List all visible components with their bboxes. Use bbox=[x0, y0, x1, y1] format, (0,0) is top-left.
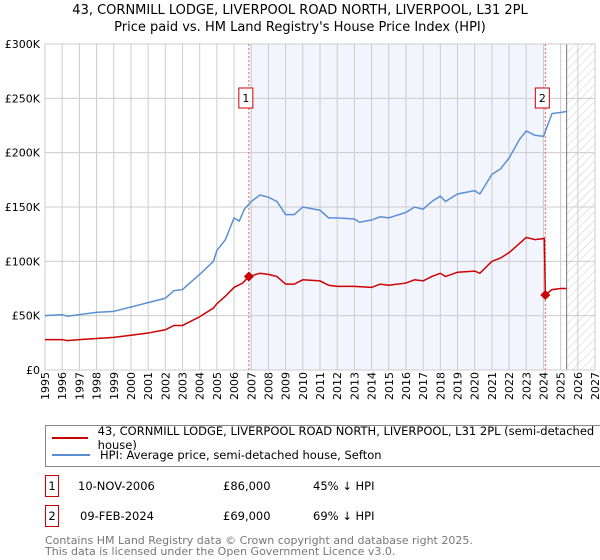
x-tick-label: 2009 bbox=[280, 372, 293, 400]
x-tick-label: 2016 bbox=[400, 372, 413, 400]
transaction-price: £86,000 bbox=[223, 479, 271, 493]
x-tick-label: 2013 bbox=[348, 372, 361, 400]
x-tick-label: 2005 bbox=[211, 372, 224, 400]
x-tick-label: 2025 bbox=[555, 372, 568, 400]
x-tick-label: 2007 bbox=[245, 372, 258, 400]
x-tick-label: 2021 bbox=[486, 372, 499, 400]
y-tick-label: £100K bbox=[5, 255, 41, 268]
sale-label-box bbox=[238, 87, 254, 109]
transaction-row: 2 09-FEB-2024 £69,000 69% ↓ HPI bbox=[45, 505, 545, 527]
transaction-hpi-diff: 45% ↓ HPI bbox=[313, 479, 375, 493]
x-tick-label: 2015 bbox=[383, 372, 396, 400]
transaction-price: £69,000 bbox=[223, 509, 271, 523]
transaction-row: 1 10-NOV-2006 £86,000 45% ↓ HPI bbox=[45, 475, 545, 497]
x-tick-label: 1997 bbox=[73, 372, 86, 400]
x-tick-label: 2018 bbox=[434, 372, 447, 400]
x-tick-label: 2017 bbox=[417, 372, 430, 400]
price-chart: 1995 1996 1997 1998 1999 2000 2001 2002 2003 2004… bbox=[5, 38, 600, 400]
x-tick-label: 2020 bbox=[469, 372, 482, 400]
y-tick-label: £150K bbox=[5, 201, 41, 214]
footer: Contains HM Land Registry data © Crown c… bbox=[45, 535, 473, 557]
x-tick-label: 2012 bbox=[331, 372, 344, 400]
x-tick-label: 2008 bbox=[262, 372, 275, 400]
x-tick-label: 2019 bbox=[452, 372, 465, 400]
x-tick-label: 2027 bbox=[589, 372, 600, 400]
y-tick-label: £200K bbox=[5, 147, 41, 160]
x-tick-label: 2023 bbox=[520, 372, 533, 400]
x-tick-label: 2003 bbox=[177, 372, 190, 400]
x-tick-label: 2011 bbox=[314, 372, 327, 400]
red-line-swatch bbox=[52, 437, 88, 439]
property-price-line bbox=[45, 236, 567, 342]
x-tick-label: 2026 bbox=[572, 372, 585, 400]
y-tick-label: £0 bbox=[26, 364, 40, 377]
sale-label: 2 bbox=[539, 92, 546, 105]
legend-item-property: 43, CORNMILL LODGE, LIVERPOOL ROAD NORTH… bbox=[52, 424, 600, 452]
transaction-badge: 1 bbox=[45, 475, 59, 497]
hpi-line bbox=[44, 110, 567, 317]
footer-line: This data is licensed under the Open Gov… bbox=[45, 545, 396, 558]
chart-title: 43, CORNMILL LODGE, LIVERPOOL ROAD NORTH… bbox=[72, 3, 528, 18]
x-tick-label: 1998 bbox=[91, 372, 104, 400]
y-tick-label: £50K bbox=[12, 310, 41, 323]
x-tick-label: 2000 bbox=[125, 372, 138, 400]
chart-subtitle: Price paid vs. HM Land Registry's House … bbox=[114, 20, 486, 35]
footer-line: Contains HM Land Registry data © Crown c… bbox=[45, 534, 473, 547]
legend-label-hpi: HPI: Average price, semi-detached house,… bbox=[100, 448, 382, 462]
legend-label-property: 43, CORNMILL LODGE, LIVERPOOL ROAD NORTH… bbox=[97, 424, 595, 452]
sale-point-marker bbox=[243, 271, 254, 282]
x-tick-label: 2001 bbox=[142, 372, 155, 400]
x-tick-label: 2004 bbox=[194, 372, 207, 400]
y-tick-label: £250K bbox=[5, 92, 41, 105]
transaction-date: 09-FEB-2024 bbox=[80, 509, 154, 523]
sale-point-marker bbox=[540, 290, 551, 301]
x-tick-label: 2006 bbox=[228, 372, 241, 400]
x-tick-label: 2010 bbox=[297, 372, 310, 400]
x-tick-label: 1999 bbox=[108, 372, 121, 400]
blue-line-swatch bbox=[52, 454, 90, 456]
legend-item-hpi: HPI: Average price, semi-detached house,… bbox=[52, 447, 382, 463]
x-tick-label: 2024 bbox=[537, 372, 550, 400]
x-tick-label: 1995 bbox=[39, 372, 52, 400]
plot-border bbox=[44, 43, 596, 371]
sale-label-box bbox=[534, 87, 550, 109]
transaction-badge: 2 bbox=[45, 505, 59, 527]
transaction-hpi-diff: 69% ↓ HPI bbox=[313, 509, 375, 523]
transaction-date: 10-NOV-2006 bbox=[78, 479, 155, 493]
x-tick-label: 2014 bbox=[366, 372, 379, 400]
y-tick-label: £300K bbox=[5, 38, 41, 51]
x-tick-label: 1996 bbox=[56, 372, 69, 400]
sale-label: 1 bbox=[242, 92, 249, 105]
x-tick-label: 2022 bbox=[503, 372, 516, 400]
x-tick-label: 2002 bbox=[159, 372, 172, 400]
legend: 43, CORNMILL LODGE, LIVERPOOL ROAD NORTH… bbox=[45, 424, 600, 467]
